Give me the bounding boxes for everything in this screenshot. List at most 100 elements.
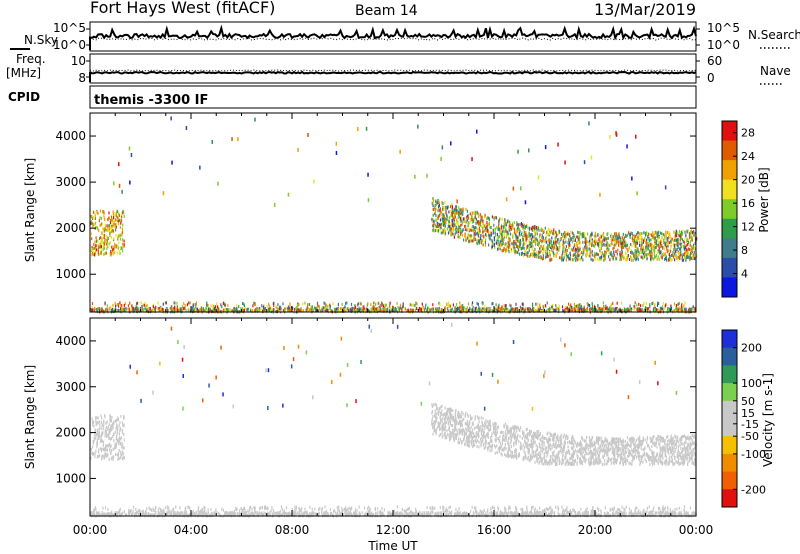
power-scatter-cell [621,251,623,255]
power-scatter-cell [610,307,612,311]
velocity-scatter-cell [509,506,511,510]
power-scatter-cell [121,242,124,246]
velocity-scatter-cell [237,512,239,516]
power-scatter-cell [390,308,392,312]
power-scatter-cell [468,234,470,238]
power-isolated-cell [528,148,530,153]
power-scatter-cell [354,304,356,308]
power-scatter-cell [620,245,622,249]
power-scatter-cell [121,215,123,219]
power-scatter-cell [356,307,358,311]
power-scatter-cell [576,241,578,245]
power-scatter-cell [298,308,300,312]
power-scatter-cell [524,250,526,254]
velocity-scatter-cell [637,511,639,515]
power-scatter-cell [678,252,681,256]
power-scatter-cell [515,302,517,306]
power-scatter-cell [547,247,549,251]
power-scatter-cell [646,238,648,242]
power-scatter-cell [639,243,641,247]
power-scatter-cell [532,235,534,239]
power-scatter-cell [409,309,411,313]
power-scatter-cell [106,241,108,245]
power-scatter-cell [116,214,118,218]
velocity-scatter-cell [171,513,173,516]
power-scatter-cell [517,223,519,227]
power-scatter-cell [587,303,589,307]
power-scatter-cell [154,309,156,313]
velocity-scatter-cell [422,511,424,515]
power-scatter-cell [120,307,122,311]
power-scatter-cell [476,231,478,235]
power-scatter-cell [459,301,461,305]
power-scatter-cell [500,231,502,235]
velocity-scatter-cell [489,511,491,515]
velocity-scatter-cell [349,511,352,515]
power-scatter-cell [382,309,384,313]
velocity-scatter-cell [487,513,489,517]
power-isolated-cell [626,144,628,149]
velocity-scatter-cell [549,506,551,510]
power-isolated-cell [128,146,131,151]
power-scatter-cell [384,303,386,307]
power-scatter-cell [673,230,675,234]
velocity-scatter-cell [319,506,321,510]
power-scatter-cell [529,255,531,258]
power-scatter-cell [619,250,621,254]
power-scatter-cell [531,242,533,246]
power-scatter-cell [438,223,440,227]
power-scatter-cell [94,217,96,221]
velocity-scatter-cell [439,506,441,510]
power-scatter-cell [511,309,513,313]
power-scatter-cell [597,257,599,261]
power-scatter-cell [243,302,245,306]
power-scatter-cell [505,242,507,246]
power-isolated-cell [121,189,123,194]
power-scatter-cell [665,303,667,307]
velocity-scatter-cell [470,509,472,513]
power-scatter-cell [189,301,191,305]
power-scatter-cell [682,244,685,248]
power-scatter-cell [622,246,624,249]
power-scatter-cell [553,245,555,249]
power-scatter-cell [451,209,453,213]
power-scatter-cell [478,215,480,219]
velocity-scatter-cell [321,508,323,512]
power-scatter-cell [694,231,696,235]
power-scatter-cell [396,301,398,305]
power-scatter-cell [314,306,316,310]
velocity-scatter-cell [508,505,510,509]
power-scatter-cell [593,254,595,257]
power-scatter-cell [518,248,520,251]
power-scatter-cell [519,309,521,313]
power-isolated-cell [367,198,370,203]
power-scatter-cell [535,226,538,229]
power-scatter-cell [657,255,659,259]
power-isolated-cell [505,197,508,202]
power-scatter-cell [98,229,100,233]
velocity-scatter-cell [597,513,599,517]
velocity-scatter-cell [623,513,625,517]
power-scatter-cell [660,255,662,259]
power-scatter-cell [642,304,644,308]
power-scatter-cell [478,306,480,310]
power-scatter-cell [545,246,547,250]
power-scatter-cell [409,308,411,312]
power-scatter-cell [460,219,462,223]
power-scatter-cell [374,309,376,313]
power-scatter-cell [503,225,505,229]
power-scatter-cell [617,233,619,237]
velocity-scatter-cell [170,513,172,516]
power-scatter-cell [111,221,113,225]
power-scatter-cell [445,306,447,310]
power-scatter-cell [665,233,667,237]
power-scatter-cell [442,207,444,211]
power-scatter-cell [443,230,445,233]
power-scatter-cell [555,237,557,241]
power-scatter-cell [461,229,463,233]
power-scatter-cell [689,255,691,259]
power-scatter-cell [559,230,561,234]
power-isolated-cell [471,157,473,162]
power-scatter-cell [668,307,670,311]
power-scatter-cell [529,307,531,311]
